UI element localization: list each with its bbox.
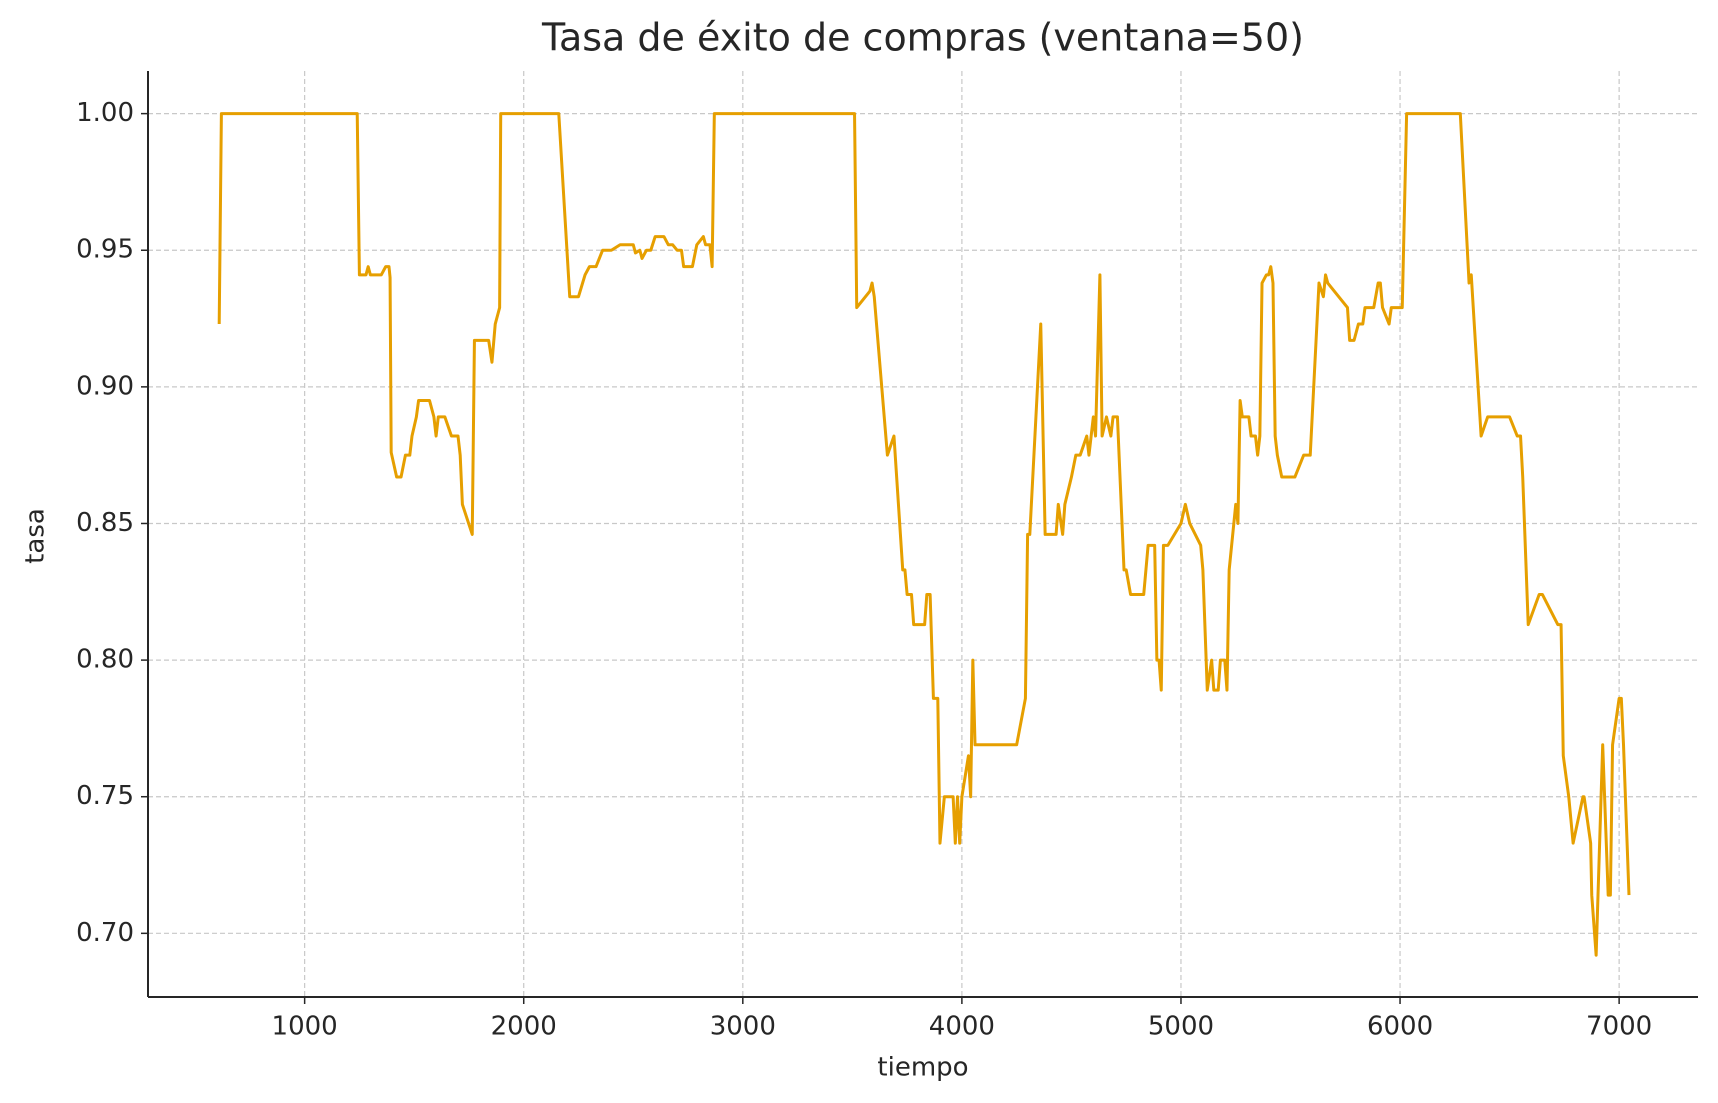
x-tick-label: 1000 [272, 1012, 338, 1042]
x-tick-label: 7000 [1586, 1012, 1652, 1042]
y-tick-label: 0.75 [76, 781, 134, 811]
data-line [217, 112, 1631, 957]
x-tick-label: 5000 [1148, 1012, 1214, 1042]
y-tick-label: 0.80 [76, 645, 134, 675]
y-axis-label: tasa [21, 508, 51, 564]
chart-title: Tasa de éxito de compras (ventana=50) [541, 16, 1304, 60]
x-tick-label: 4000 [929, 1012, 995, 1042]
x-axis-label: tiempo [877, 1053, 968, 1083]
y-tick-label: 0.85 [76, 508, 134, 538]
y-tick-label: 0.70 [76, 918, 134, 948]
y-tick-label: 0.90 [76, 371, 134, 401]
x-tick-label: 3000 [710, 1012, 776, 1042]
x-tick-label: 6000 [1367, 1012, 1433, 1042]
y-tick-label: 0.95 [76, 235, 134, 265]
x-tick-label: 2000 [491, 1012, 557, 1042]
y-tick-label: 1.00 [76, 98, 134, 128]
